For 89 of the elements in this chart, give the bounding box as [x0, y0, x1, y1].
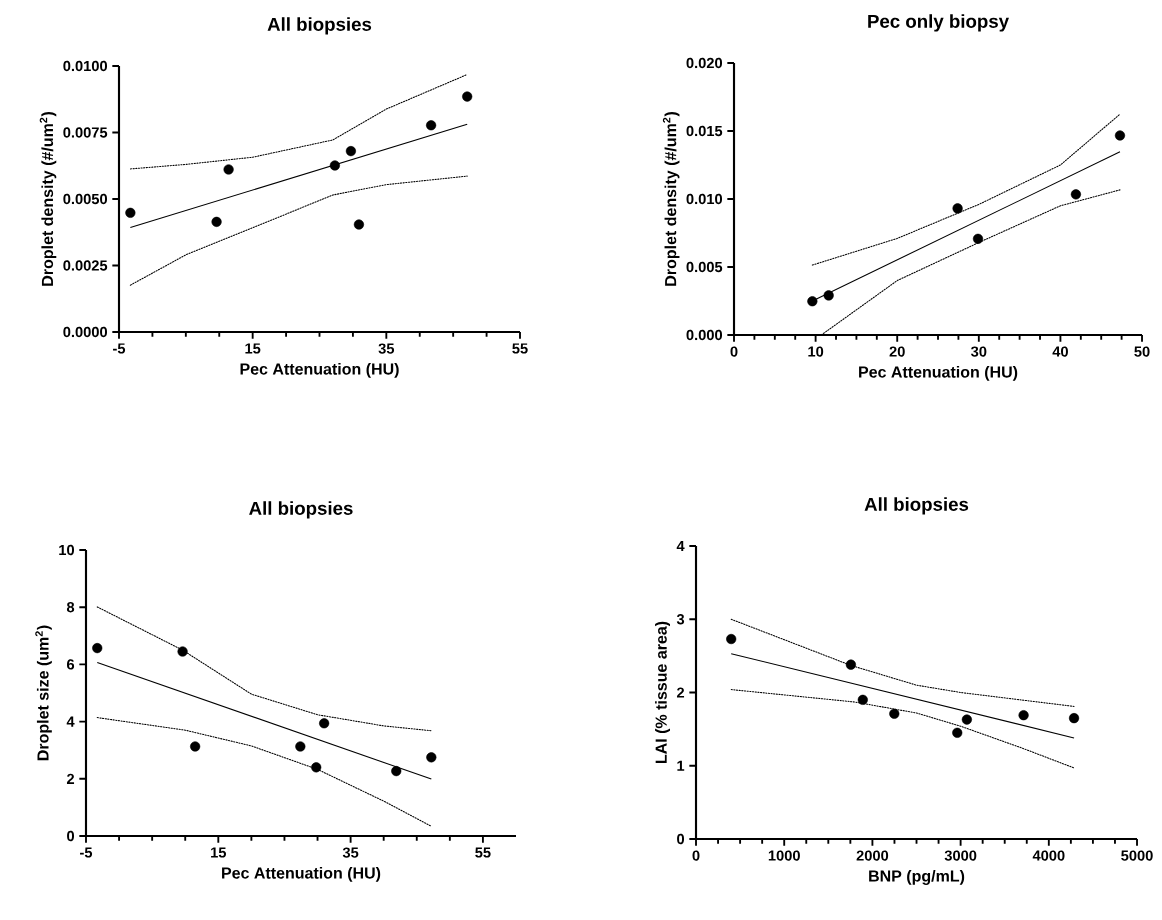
- x-tick-label: 0: [730, 346, 738, 357]
- point: [462, 91, 473, 102]
- y-axis-title: Droplet size (um$^{2}$): [35, 625, 52, 761]
- line-series: [96, 606, 432, 732]
- x-tick-label: 55: [475, 847, 491, 858]
- x-tick-label: 5000: [1121, 850, 1153, 861]
- y-tick-label: 4: [676, 540, 685, 552]
- y-tick-label: 0.000: [686, 329, 723, 341]
- point: [823, 290, 834, 301]
- y-tick-label: 0.0025: [63, 260, 108, 271]
- point: [889, 708, 900, 719]
- y-tick-label: 0: [677, 833, 685, 845]
- point: [857, 694, 868, 705]
- x-tick-label: 55: [512, 343, 528, 354]
- x-tick-label: 1000: [768, 850, 800, 861]
- chart-title: Pec only biopsy: [868, 14, 1009, 32]
- point: [807, 296, 818, 307]
- chart-title: All biopsies: [249, 501, 353, 519]
- y-tick-label: 2: [66, 773, 75, 784]
- point: [353, 219, 364, 230]
- x-tick-label: 35: [342, 847, 359, 858]
- point: [329, 160, 340, 171]
- point: [345, 146, 356, 157]
- x-tick-label: 15: [245, 343, 261, 354]
- point: [92, 643, 103, 654]
- point: [190, 741, 201, 752]
- point: [125, 207, 136, 218]
- y-tick-label: 0.0100: [63, 60, 108, 72]
- x-tick-label: 10: [808, 346, 824, 357]
- line-series: [96, 717, 432, 827]
- point: [223, 164, 234, 175]
- point: [1114, 130, 1126, 141]
- x-tick-label: 35: [378, 343, 395, 354]
- x-tick-label: 20: [889, 346, 905, 357]
- y-tick-label: 1: [677, 760, 685, 771]
- x-axis-title: Pec Attenuation (HU): [240, 362, 399, 378]
- point: [295, 741, 306, 752]
- point: [211, 216, 222, 227]
- x-tick-label: -5: [113, 343, 126, 354]
- y-tick-label: 6: [67, 659, 75, 670]
- line-series: [129, 175, 468, 286]
- y-tick-label: 3: [676, 614, 685, 625]
- x-tick-label: 40: [1052, 346, 1068, 357]
- line-series: [129, 73, 468, 170]
- y-tick-label: 2: [676, 687, 685, 698]
- point: [952, 727, 963, 738]
- x-tick-label: 50: [1134, 346, 1150, 357]
- chart-title: All biopsies: [864, 497, 969, 515]
- y-tick-label: 0.015: [686, 125, 723, 137]
- line-series: [730, 689, 1075, 769]
- y-axis-title: Droplet density (#/um$^{2}$): [39, 112, 57, 286]
- point: [426, 120, 437, 131]
- x-axis-title: Pec Attenuation (HU): [859, 365, 1018, 381]
- point: [177, 646, 188, 657]
- y-tick-label: 4: [66, 716, 75, 727]
- y-tick-label: 0.005: [686, 261, 723, 273]
- y-tick-label: 0.010: [686, 193, 723, 205]
- y-tick-label: 0.0050: [63, 193, 108, 205]
- y-tick-label: 0.0000: [63, 326, 108, 338]
- x-tick-label: 2000: [856, 850, 889, 861]
- x-tick-label: 30: [970, 346, 987, 357]
- point: [391, 766, 402, 777]
- chart-title: All biopsies: [267, 17, 372, 35]
- point: [1018, 710, 1029, 721]
- point: [845, 659, 856, 670]
- y-axis-title: LAI (% tissue area): [655, 621, 670, 764]
- x-tick-label: -5: [80, 847, 93, 858]
- point: [726, 633, 737, 645]
- x-tick-label: 3000: [944, 850, 977, 861]
- line-series: [730, 618, 1075, 707]
- point: [311, 762, 322, 773]
- y-tick-label: 0.020: [686, 57, 723, 69]
- y-tick-label: 10: [59, 544, 75, 556]
- point: [426, 752, 437, 763]
- x-axis-title: Pec Attenuation (HU): [222, 866, 381, 882]
- point: [961, 714, 972, 725]
- point: [972, 233, 984, 244]
- point: [1068, 713, 1080, 724]
- point: [952, 203, 963, 214]
- x-tick-label: 15: [211, 847, 227, 858]
- y-tick-label: 8: [66, 602, 75, 613]
- point: [319, 718, 330, 729]
- x-axis-title: BNP (pg/mL): [869, 869, 965, 885]
- y-tick-label: 0.0075: [63, 127, 108, 138]
- y-tick-label: 0: [67, 830, 75, 842]
- x-tick-label: 4000: [1032, 850, 1065, 861]
- line-series: [811, 113, 1121, 266]
- point: [1070, 189, 1081, 200]
- y-axis-title: Droplet density (#/um$^{2}$): [662, 112, 680, 286]
